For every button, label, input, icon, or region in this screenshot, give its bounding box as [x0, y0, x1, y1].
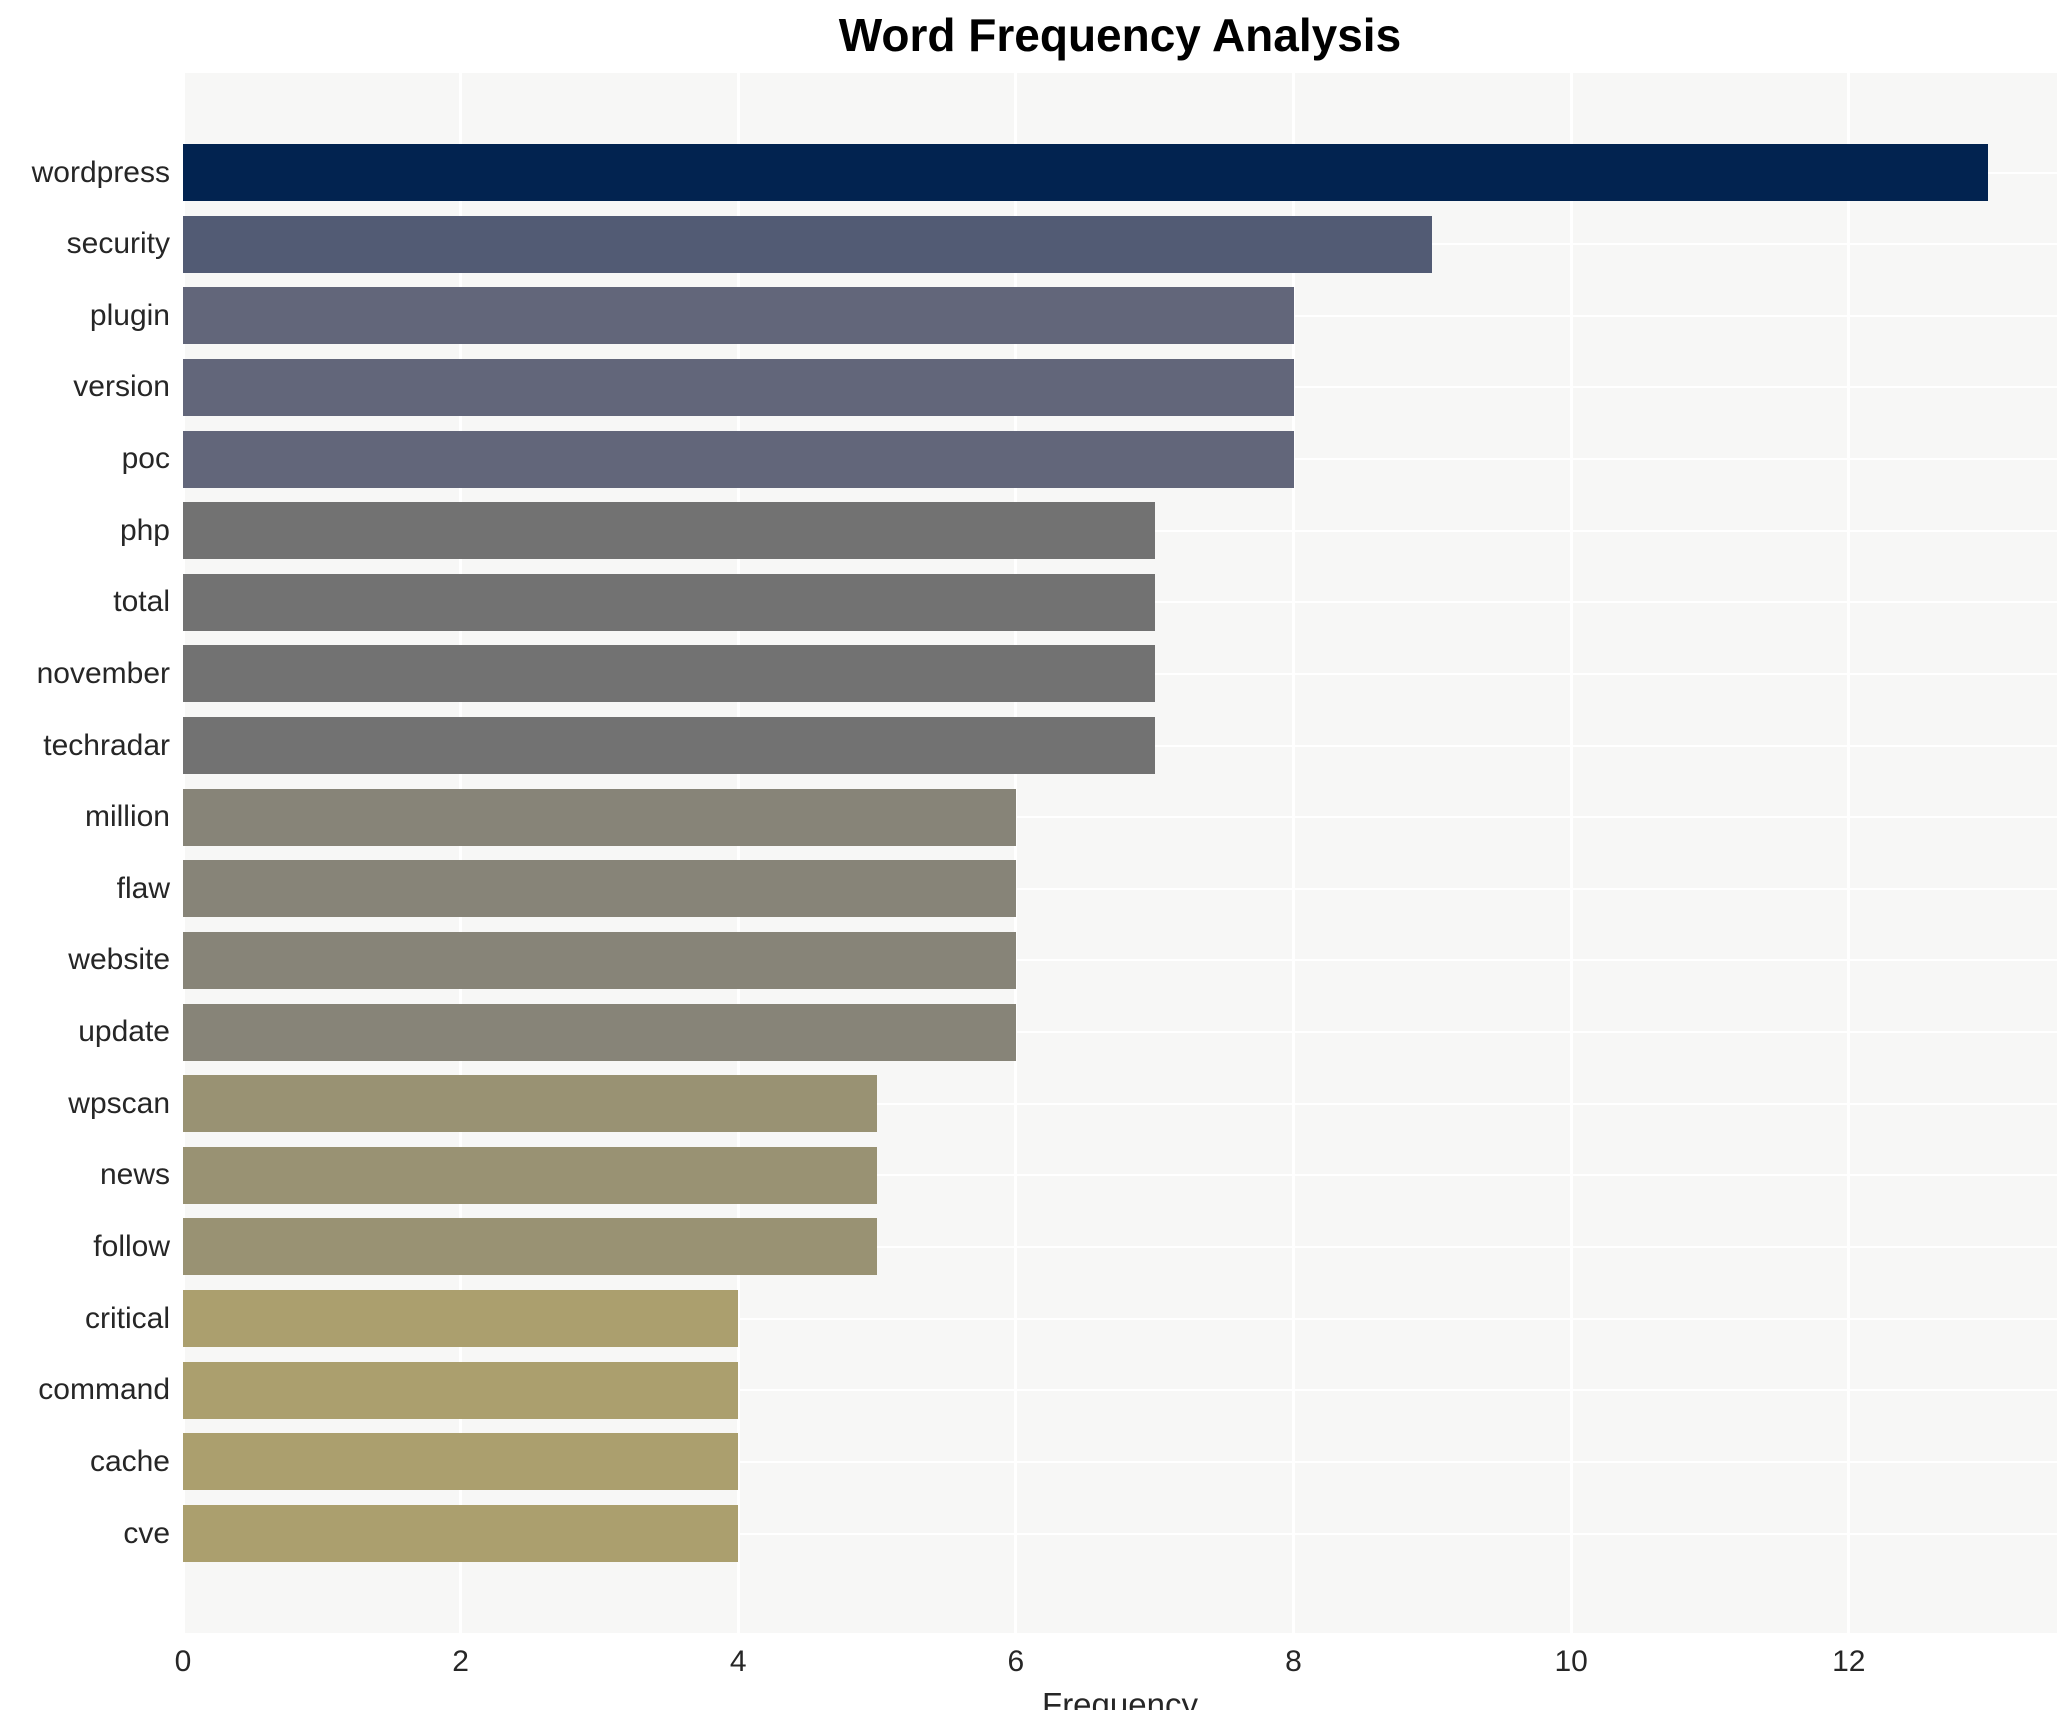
x-gridline-4: [736, 73, 740, 1633]
x-tick-label-2: 2: [452, 1645, 469, 1678]
y-gridline-follow: [183, 1245, 2057, 1248]
x-gridline-6: [1014, 73, 1018, 1633]
y-gridline-website: [183, 959, 2057, 962]
y-gridline-command: [183, 1389, 2057, 1392]
x-tick-label-8: 8: [1285, 1645, 1302, 1678]
y-tick-label-php: php: [119, 513, 170, 547]
y-tick-label-update: update: [78, 1015, 170, 1049]
bar-critical: [183, 1290, 739, 1348]
y-tick-label-command: command: [38, 1373, 170, 1407]
y-gridline-wpscan: [183, 1102, 2057, 1105]
y-tick-label-million: million: [84, 800, 170, 834]
bar-plugin: [183, 287, 1294, 345]
y-tick-label-news: news: [99, 1158, 170, 1192]
y-tick-label-plugin: plugin: [89, 298, 170, 332]
bar-total: [183, 573, 1155, 631]
bar-follow: [183, 1218, 878, 1276]
y-tick-label-wpscan: wpscan: [68, 1086, 170, 1120]
bar-cache: [183, 1433, 739, 1491]
bar-command: [183, 1361, 739, 1419]
bar-cve: [183, 1505, 739, 1562]
x-gridline-8: [1292, 73, 1296, 1633]
y-tick-label-november: november: [36, 656, 170, 690]
y-tick-label-flaw: flaw: [116, 871, 170, 905]
bar-wpscan: [183, 1075, 878, 1133]
y-tick-label-total: total: [113, 585, 170, 619]
y-gridline-cve: [183, 1532, 2057, 1535]
chart-title: Word Frequency Analysis: [838, 9, 1402, 61]
plot-area: [181, 73, 2057, 1633]
y-tick-label-cve: cve: [123, 1516, 170, 1550]
bar-php: [183, 502, 1155, 560]
bar-techradar: [183, 717, 1155, 775]
y-tick-label-version: version: [73, 370, 170, 404]
y-tick-label-security: security: [66, 227, 170, 261]
y-tick-label-wordpress: wordpress: [31, 155, 170, 189]
y-tick-label-follow: follow: [93, 1229, 170, 1263]
bar-update: [183, 1003, 1016, 1061]
x-gridline-12: [1847, 73, 1851, 1633]
bar-website: [183, 931, 1016, 989]
bar-wordpress: [183, 144, 1988, 201]
x-axis-label: Frequency: [1042, 1686, 1198, 1710]
x-tick-label-12: 12: [1832, 1645, 1866, 1678]
y-tick-label-techradar: techradar: [43, 728, 170, 762]
bar-flaw: [183, 860, 1016, 918]
bar-version: [183, 358, 1294, 416]
x-tick-label-0: 0: [174, 1645, 192, 1678]
y-gridline-cache: [183, 1460, 2057, 1463]
x-gridline-2: [459, 73, 463, 1633]
y-tick-label-critical: critical: [84, 1301, 170, 1335]
x-gridline-10: [1569, 73, 1573, 1633]
y-gridline-million: [183, 816, 2057, 819]
y-gridline-news: [183, 1174, 2057, 1177]
y-tick-label-poc: poc: [121, 442, 170, 476]
y-tick-label-cache: cache: [89, 1444, 170, 1478]
bar-news: [183, 1146, 878, 1204]
x-tick-label-4: 4: [729, 1645, 747, 1678]
y-gridline-flaw: [183, 887, 2057, 890]
x-tick-label-10: 10: [1554, 1645, 1588, 1678]
y-gridline-critical: [183, 1317, 2057, 1320]
x-gridline-0: [181, 73, 185, 1633]
y-tick-label-website: website: [68, 943, 170, 977]
bar-million: [183, 788, 1016, 846]
bar-november: [183, 645, 1155, 703]
x-tick-label-6: 6: [1007, 1645, 1025, 1678]
y-gridline-update: [183, 1031, 2057, 1034]
bar-security: [183, 215, 1433, 273]
bar-poc: [183, 430, 1294, 488]
